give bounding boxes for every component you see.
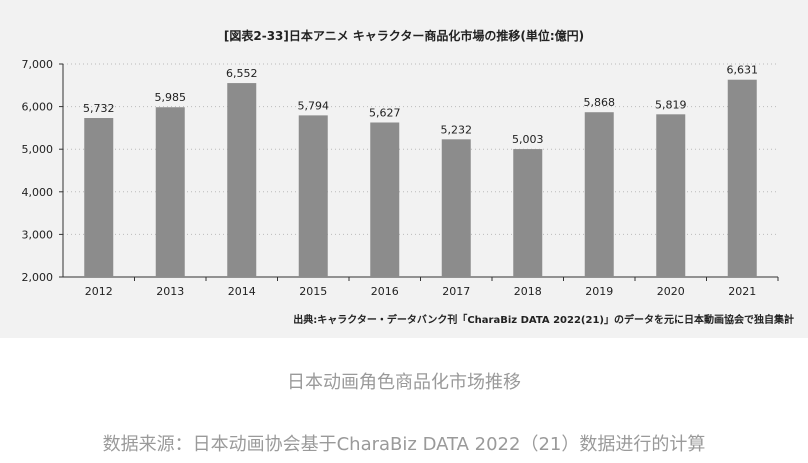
y-tick-label: 4,000 xyxy=(22,186,54,199)
x-tick-label: 2012 xyxy=(85,285,113,298)
bar xyxy=(441,139,471,277)
y-tick-label: 5,000 xyxy=(22,143,54,156)
x-tick-label: 2018 xyxy=(514,285,542,298)
bar-value-label: 5,732 xyxy=(83,102,115,115)
bar xyxy=(656,114,686,277)
bar xyxy=(513,149,543,277)
y-tick-label: 2,000 xyxy=(22,271,54,284)
x-tick-label: 2014 xyxy=(228,285,256,298)
bar-value-label: 5,794 xyxy=(298,99,330,112)
bar-chart: 2,000 3,000 4,000 5,000 6,000 7,000 5,732 2012 5… xyxy=(22,58,779,298)
bar-value-label: 5,819 xyxy=(655,98,687,111)
x-tick-label: 2013 xyxy=(156,285,184,298)
bar xyxy=(84,118,114,277)
y-tick-label: 6,000 xyxy=(22,101,54,114)
figure-caption: 日本动画角色商品化市场推移 xyxy=(287,372,521,393)
bar xyxy=(227,83,257,277)
bar-value-label: 6,552 xyxy=(226,67,258,80)
data-source-footnote: 数据来源：日本动画协会基于CharaBiz DATA 2022（21）数据进行的… xyxy=(102,434,706,455)
chart-title: [図表2-33]日本アニメ キャラクター商品化市場の推移(単位:億円) xyxy=(223,29,585,43)
x-tick-label: 2020 xyxy=(657,285,685,298)
bar xyxy=(155,107,185,277)
bar-value-label: 6,631 xyxy=(727,64,759,77)
chart-source-note: 出典:キャラクター・データバンク刊「CharaBiz DATA 2022(21)… xyxy=(293,315,794,326)
x-tick-label: 2015 xyxy=(299,285,327,298)
x-tick-label: 2021 xyxy=(728,285,756,298)
bar-value-label: 5,985 xyxy=(155,91,187,104)
bar-value-label: 5,627 xyxy=(369,106,401,119)
bar-value-label: 5,232 xyxy=(441,123,473,136)
bar xyxy=(370,122,400,277)
chart-panel: [図表2-33]日本アニメ キャラクター商品化市場の推移(単位:億円) 2,00… xyxy=(0,0,808,338)
bar-value-label: 5,003 xyxy=(512,133,544,146)
bar xyxy=(584,112,614,277)
bar xyxy=(727,79,757,278)
y-tick-label: 7,000 xyxy=(22,58,54,71)
x-tick-label: 2016 xyxy=(371,285,399,298)
x-tick-label: 2019 xyxy=(585,285,613,298)
y-tick-label: 3,000 xyxy=(22,228,54,241)
bar-value-label: 5,868 xyxy=(584,96,616,109)
x-tick-label: 2017 xyxy=(442,285,470,298)
bar xyxy=(298,115,328,277)
